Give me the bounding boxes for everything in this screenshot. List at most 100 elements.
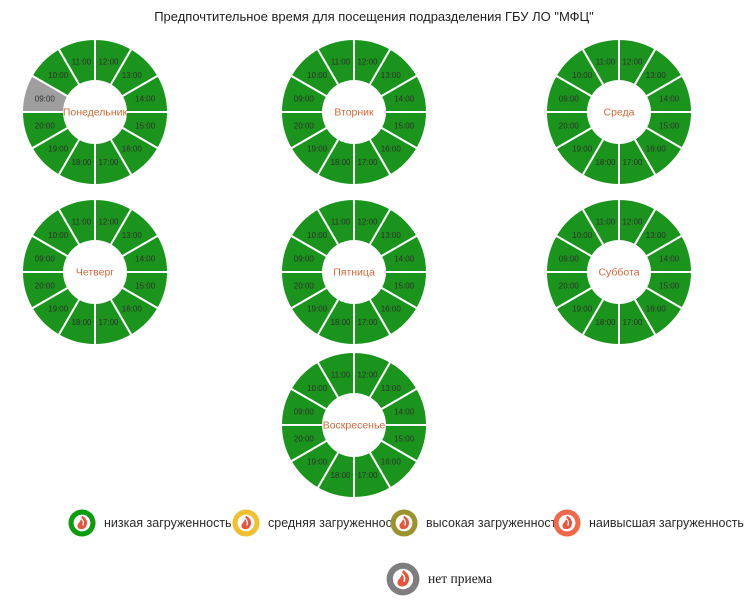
hour-label: 11:00 <box>72 58 92 67</box>
hour-label: 20:00 <box>35 281 56 290</box>
legend-label: низкая загруженность <box>104 516 232 530</box>
day-label: Понедельник <box>63 107 128 119</box>
hour-label: 19:00 <box>572 305 593 314</box>
hour-label: 15:00 <box>659 281 680 290</box>
hour-label: 16:00 <box>646 305 667 314</box>
hour-label: 11:00 <box>596 58 616 67</box>
hour-label: 11:00 <box>331 58 351 67</box>
hour-label: 12:00 <box>357 58 378 67</box>
legend-label: высокая загруженность <box>426 516 563 530</box>
hour-label: 10:00 <box>572 71 593 80</box>
hour-label: 20:00 <box>559 281 580 290</box>
hour-label: 16:00 <box>381 305 402 314</box>
hour-label: 12:00 <box>357 218 378 227</box>
hour-label: 12:00 <box>622 58 643 67</box>
hour-label: 10:00 <box>48 231 69 240</box>
hour-label: 09:00 <box>294 254 315 263</box>
hour-label: 17:00 <box>622 318 643 327</box>
hour-label: 17:00 <box>357 158 378 167</box>
hour-label: 13:00 <box>122 71 143 80</box>
hour-label: 13:00 <box>381 384 402 393</box>
hour-label: 15:00 <box>394 434 415 443</box>
low-load-icon <box>68 509 96 537</box>
page-title: Предпочтительное время для посещения под… <box>154 9 594 24</box>
flame-highlight <box>402 518 406 526</box>
mfc-flame-icon <box>397 570 410 587</box>
high-load-icon <box>390 509 418 537</box>
flame-highlight <box>244 518 248 526</box>
hour-label: 14:00 <box>659 254 680 263</box>
legend-item-medium-load: средняя загруженность <box>232 509 404 537</box>
hour-label: 20:00 <box>35 121 56 130</box>
hour-label: 18:00 <box>595 158 616 167</box>
donut-chart-thursday: 12:00 13:00 14:00 15:00 16:00 17:00 18:00 19:00… <box>15 192 175 352</box>
hour-label: 16:00 <box>381 458 402 467</box>
legend-item-low-load: низкая загруженность <box>68 509 232 537</box>
hour-label: 17:00 <box>357 471 378 480</box>
hour-label: 11:00 <box>72 218 92 227</box>
hour-label: 19:00 <box>307 458 328 467</box>
hour-label: 16:00 <box>381 145 402 154</box>
hour-label: 12:00 <box>98 218 119 227</box>
hour-label: 16:00 <box>646 145 667 154</box>
hour-label: 14:00 <box>135 254 156 263</box>
donut-chart-tuesday: 12:00 13:00 14:00 15:00 16:00 17:00 18:00 19:00… <box>274 32 434 192</box>
hour-label: 10:00 <box>48 71 69 80</box>
hour-label: 20:00 <box>294 434 315 443</box>
hour-label: 13:00 <box>381 71 402 80</box>
donut-segment-11:00 <box>316 350 355 400</box>
hour-label: 19:00 <box>48 305 69 314</box>
day-label: Воскресенье <box>323 420 386 432</box>
hour-label: 13:00 <box>646 71 667 80</box>
hour-label: 14:00 <box>394 254 415 263</box>
hour-label: 18:00 <box>71 318 92 327</box>
day-label: Пятница <box>333 267 375 279</box>
hour-label: 17:00 <box>98 318 119 327</box>
hour-label: 18:00 <box>330 158 351 167</box>
no-service-icon <box>386 562 420 596</box>
hour-label: 16:00 <box>122 145 143 154</box>
legend-label: средняя загруженность <box>268 516 405 530</box>
mfc-flame-icon <box>562 515 573 530</box>
hour-label: 14:00 <box>135 94 156 103</box>
hour-label: 10:00 <box>307 231 328 240</box>
hour-label: 14:00 <box>394 94 415 103</box>
hour-label: 09:00 <box>559 94 580 103</box>
donut-segment-11:00 <box>57 197 96 247</box>
hour-label: 17:00 <box>98 158 119 167</box>
donut-segment-11:00 <box>581 37 620 87</box>
hour-label: 13:00 <box>381 231 402 240</box>
hour-label: 16:00 <box>122 305 143 314</box>
hour-label: 10:00 <box>307 71 328 80</box>
hour-label: 18:00 <box>330 318 351 327</box>
legend-item-highest-load: наивысшая загруженность <box>553 509 744 537</box>
donut-chart-sunday: 12:00 13:00 14:00 15:00 16:00 17:00 18:00 19:00… <box>274 345 434 505</box>
hour-label: 19:00 <box>572 145 593 154</box>
mfc-flame-icon <box>77 515 88 530</box>
donut-segment-11:00 <box>316 197 355 247</box>
donut-segment-11:00 <box>581 197 620 247</box>
hour-label: 12:00 <box>357 371 378 380</box>
day-label: Суббота <box>598 267 639 279</box>
hour-label: 11:00 <box>596 218 616 227</box>
legend-label: нет приема <box>428 571 493 586</box>
hour-label: 14:00 <box>394 407 415 416</box>
donut-chart-friday: 12:00 13:00 14:00 15:00 16:00 17:00 18:00 19:00… <box>274 192 434 352</box>
legend-item-no-service: нет приема <box>386 562 492 596</box>
hour-label: 20:00 <box>294 281 315 290</box>
hour-label: 15:00 <box>394 121 415 130</box>
hour-label: 09:00 <box>559 254 580 263</box>
day-label: Среда <box>604 107 635 119</box>
hour-label: 10:00 <box>572 231 593 240</box>
hour-label: 12:00 <box>98 58 119 67</box>
hour-label: 14:00 <box>659 94 680 103</box>
hour-label: 13:00 <box>646 231 667 240</box>
mfc-flame-icon <box>399 515 410 530</box>
medium-load-icon <box>232 509 260 537</box>
flame-highlight <box>565 518 569 526</box>
hour-label: 17:00 <box>622 158 643 167</box>
hour-label: 13:00 <box>122 231 143 240</box>
hour-label: 11:00 <box>331 218 351 227</box>
hour-label: 15:00 <box>135 121 156 130</box>
donut-chart-wednesday: 12:00 13:00 14:00 15:00 16:00 17:00 18:00 19:00… <box>539 32 699 192</box>
